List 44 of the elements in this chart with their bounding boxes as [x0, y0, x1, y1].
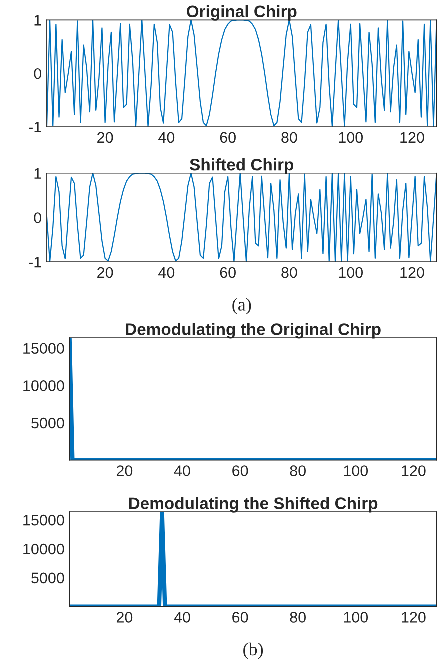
x-tick-label: 120: [402, 612, 426, 623]
x-tick-label: 120: [402, 466, 426, 476]
y-tick-label: 1: [34, 15, 42, 26]
line-series: [46, 173, 437, 262]
x-tick-label: 60: [220, 132, 236, 144]
x-tick-label: 120: [400, 132, 424, 144]
x-tick-label: 100: [339, 267, 364, 278]
y-tick-label: 1: [34, 168, 42, 179]
chart-title: Original Chirp: [187, 5, 297, 21]
x-tick-label: 40: [174, 612, 190, 623]
x-tick-label: 80: [290, 612, 306, 623]
x-tick-label: 40: [158, 267, 175, 278]
y-tick-label: 0: [34, 68, 42, 80]
text: (a): [232, 298, 252, 315]
x-tick-label: 100: [344, 612, 368, 623]
chart-title: Demodulating the Shifted Chirp: [129, 497, 378, 513]
x-tick-label: 120: [400, 267, 424, 278]
x-tick-label: 80: [282, 132, 298, 144]
y-tick-label: 5000: [32, 572, 64, 584]
chart-title: Shifted Chirp: [190, 158, 294, 174]
chart-title: Demodulating the Original Chirp: [126, 323, 381, 339]
y-tick-label: -1: [29, 257, 42, 268]
text: (b): [244, 642, 264, 660]
y-tick-label: 0: [34, 212, 42, 224]
x-tick-label: 60: [232, 466, 248, 476]
x-tick-label: 80: [290, 466, 306, 476]
x-tick-label: 80: [282, 267, 298, 278]
y-tick-label: 10000: [24, 380, 64, 392]
y-tick-label: 5000: [32, 418, 64, 429]
x-tick-label: 40: [158, 132, 175, 144]
x-tick-label: 20: [98, 267, 114, 278]
x-tick-label: 40: [174, 466, 190, 476]
x-tick-label: 100: [339, 132, 364, 144]
x-tick-label: 20: [116, 466, 133, 476]
y-tick-label: 15000: [24, 514, 64, 526]
y-tick-label: -1: [29, 122, 42, 133]
x-tick-label: 100: [344, 466, 368, 476]
x-tick-label: 20: [98, 132, 114, 144]
y-tick-label: 10000: [24, 544, 64, 555]
y-tick-label: 15000: [24, 343, 64, 354]
x-tick-label: 20: [116, 612, 133, 623]
x-tick-label: 60: [220, 267, 236, 278]
line-series: [46, 20, 437, 128]
x-tick-label: 60: [232, 612, 248, 623]
